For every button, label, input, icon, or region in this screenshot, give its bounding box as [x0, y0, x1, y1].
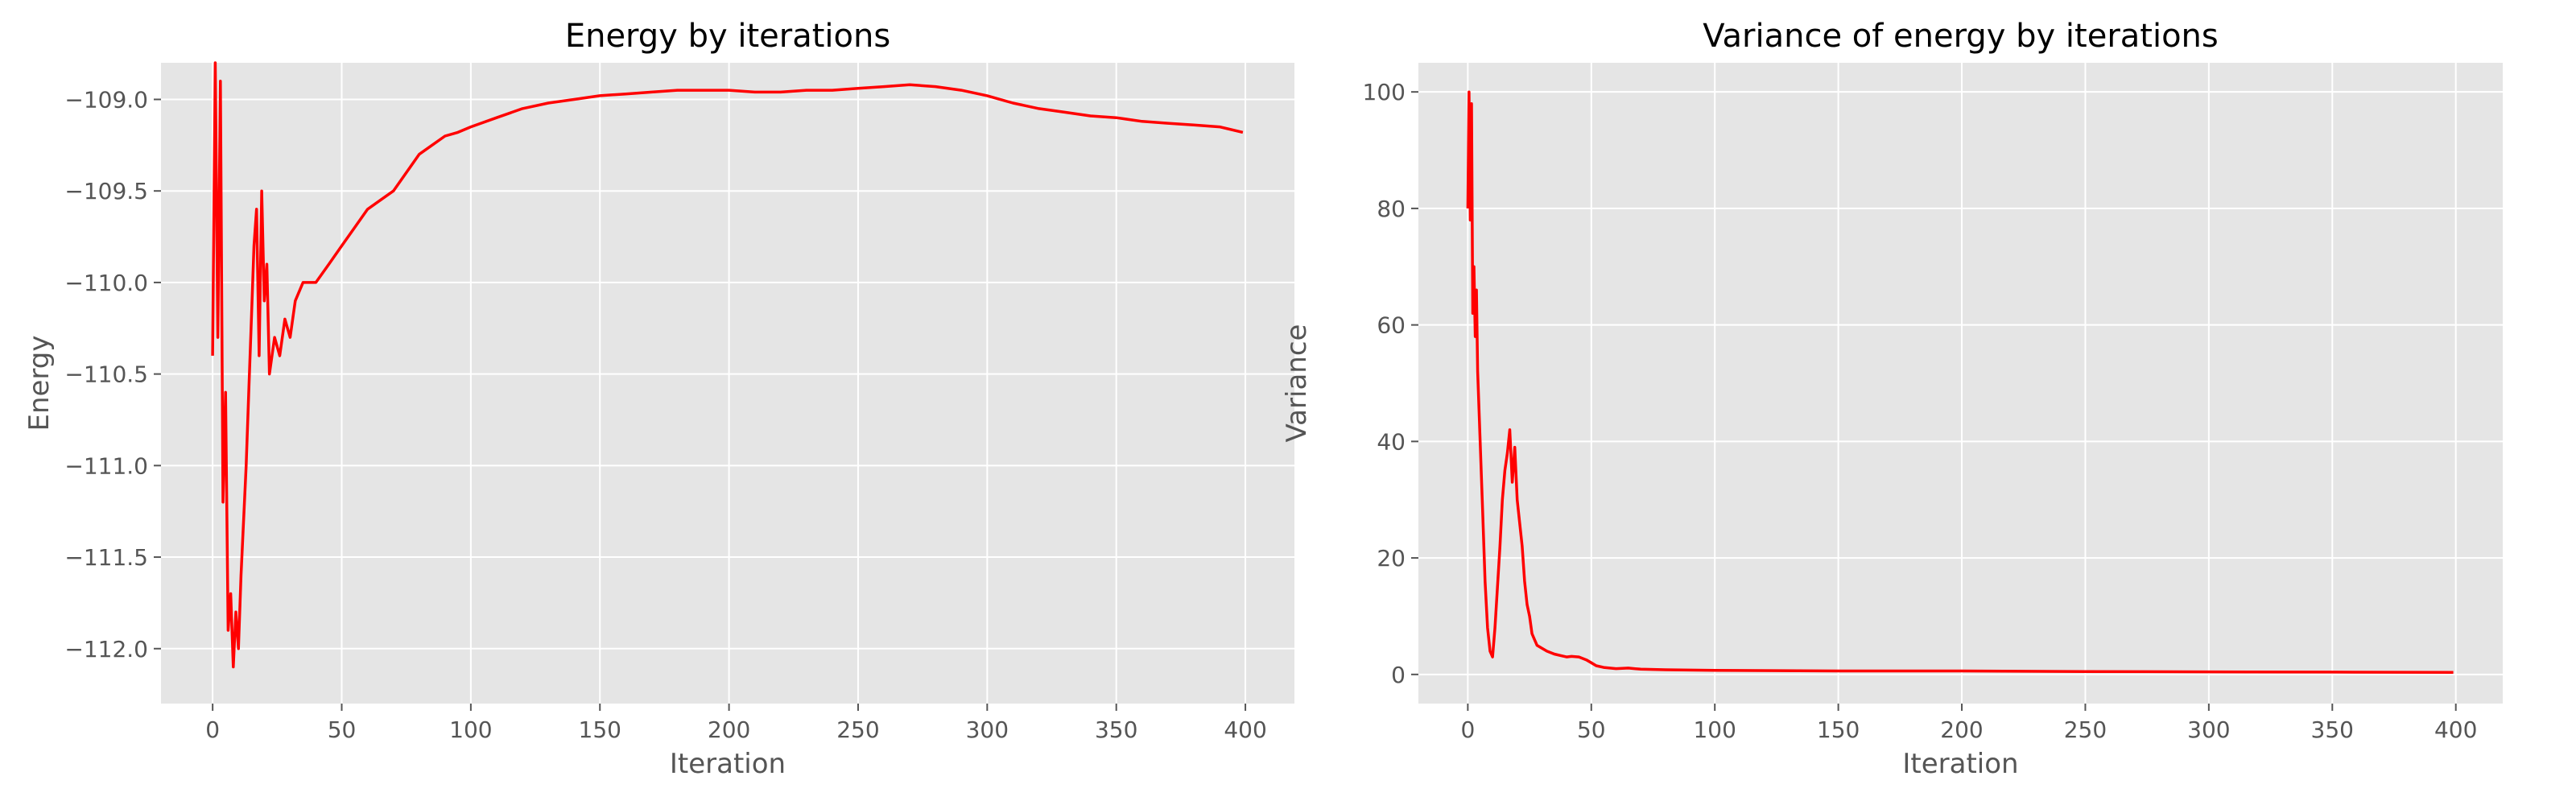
y-tick-label: 60 [1377, 312, 1406, 339]
x-axis-label: Iteration [1902, 748, 2018, 780]
y-tick-label: 20 [1377, 545, 1406, 572]
x-tick-label: 100 [1693, 716, 1736, 743]
series-line [211, 61, 1244, 669]
y-tick-label: −110.5 [64, 361, 148, 388]
x-tick-label: 200 [1940, 716, 1983, 743]
x-tick-label: 100 [449, 716, 492, 743]
x-tick-label: 250 [2064, 716, 2107, 743]
y-axis-label: Energy [23, 335, 56, 431]
energy-chart: 0 50 100 150 200 250 300 350 400 −112.0 −111.5 −111… [23, 18, 1294, 780]
x-tick-label: 150 [1817, 716, 1860, 743]
x-tick-label: 50 [328, 716, 357, 743]
y-tick-label: −110.0 [64, 270, 148, 296]
y-tick-label: 0 [1391, 662, 1406, 688]
y-tick-label: −111.5 [64, 544, 148, 571]
x-tick-label: 350 [1095, 716, 1137, 743]
y-tick-label: 100 [1363, 79, 1406, 105]
y-tick-label: −109.5 [64, 178, 148, 204]
plot-area [1418, 63, 2503, 704]
x-tick-label: 200 [708, 716, 750, 743]
plot-area [161, 63, 1294, 704]
y-tick-label: −112.0 [64, 636, 148, 663]
variance-chart: 0 50 100 150 200 250 300 350 400 0 20 40 60 80 100 Vari… [1281, 18, 2503, 780]
x-tick-label: 400 [1224, 716, 1266, 743]
x-tick-label: 350 [2311, 716, 2354, 743]
x-tick-label: 0 [205, 716, 220, 743]
chart-title: Energy by iterations [565, 18, 890, 55]
y-tick-label: −111.0 [64, 452, 148, 479]
x-tick-label: 300 [966, 716, 1009, 743]
series-line [1466, 90, 2454, 675]
x-tick-label: 400 [2434, 716, 2477, 743]
x-tick-label: 150 [579, 716, 621, 743]
x-axis-label: Iteration [670, 748, 786, 780]
y-tick-label: 80 [1377, 196, 1406, 222]
y-axis-label: Variance [1281, 324, 1313, 443]
x-tick-label: 50 [1577, 716, 1606, 743]
y-tick-label: −109.0 [64, 86, 148, 113]
y-tick-label: 40 [1377, 428, 1406, 455]
x-tick-label: 0 [1460, 716, 1475, 743]
chart-title: Variance of energy by iterations [1703, 18, 2218, 55]
x-tick-label: 250 [836, 716, 879, 743]
x-tick-label: 300 [2187, 716, 2230, 743]
